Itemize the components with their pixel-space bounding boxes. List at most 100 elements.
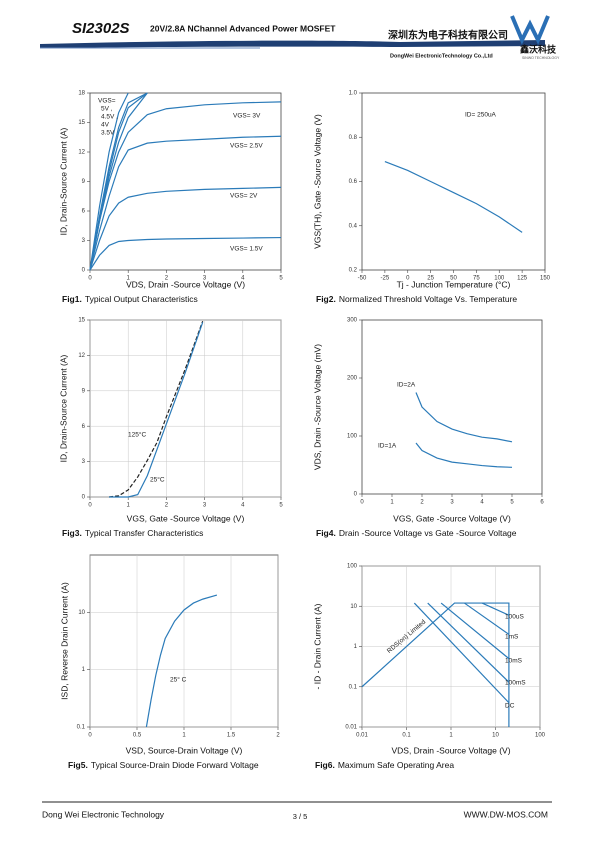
y-tick-label: 9 — [82, 179, 86, 185]
annotation: VGS= — [98, 98, 116, 105]
x-tick-label: 3 — [450, 500, 454, 506]
series-line — [89, 92, 148, 271]
series-line — [427, 602, 510, 683]
x-tick-label: 3 — [203, 276, 207, 282]
caption-text: Maximum Safe Operating Area — [338, 760, 454, 770]
series-label: VGS= 2V — [230, 193, 258, 200]
header-band — [40, 40, 545, 48]
series-label: 125°C — [128, 431, 146, 439]
x-tick-label: 5 — [279, 503, 283, 509]
series-label: 3.5V — [101, 130, 115, 137]
footer-right: WWW.DW-MOS.COM — [464, 809, 548, 819]
plot-area — [361, 319, 543, 495]
series-line — [145, 594, 218, 728]
series-label: VGS= 2.5V — [230, 143, 263, 150]
series-line — [109, 322, 204, 498]
x-tick-label: -50 — [358, 276, 367, 282]
x-tick-label: 125 — [517, 276, 528, 282]
caption-text: Drain -Source Voltage vs Gate -Source Vo… — [339, 528, 517, 538]
x-tick-label: 0 — [406, 276, 410, 282]
y-axis-label: ID, Drain-Source Current (A) — [58, 354, 68, 462]
x-tick-label: 1 — [127, 276, 131, 282]
plot-area — [361, 92, 546, 271]
logo-mark — [510, 15, 550, 45]
y-tick-label: 0.4 — [349, 223, 358, 229]
x-tick-label: 0 — [88, 276, 92, 282]
x-tick-label: 2 — [165, 503, 169, 509]
logo-en: SINWO TECHNOLOGY — [522, 56, 560, 60]
page-number: 3 / 5 — [293, 812, 308, 821]
y-tick-label: 10 — [78, 610, 85, 616]
x-tick-label: 6 — [540, 500, 544, 506]
figure-caption: Fig3. Typical Transfer Characteristics — [62, 528, 203, 538]
caption-number: Fig6. — [315, 760, 335, 770]
series-label: 4V — [101, 122, 110, 129]
series-label: 100uS — [505, 614, 524, 621]
caption-number: Fig5. — [68, 760, 88, 770]
y-tick-label: 12 — [78, 150, 85, 156]
series-line — [384, 161, 523, 233]
x-tick-label: 4 — [241, 276, 245, 282]
x-tick-label: 100 — [535, 733, 546, 739]
series-label: ID=1A — [378, 443, 397, 450]
figure-caption: Fig4. Drain -Source Voltage vs Gate -Sour… — [316, 528, 517, 538]
x-tick-label: 0.01 — [356, 733, 368, 739]
series-label: 10mS — [505, 658, 523, 665]
y-axis-label: - ID - Drain Current (A) — [312, 603, 322, 689]
series-line — [413, 602, 510, 704]
y-tick-label: 18 — [78, 91, 85, 97]
chart: 0 0.5 1 1.5 2 0.1 1 10 25° C VSD, Source-Drain Vo… — [59, 554, 280, 770]
x-tick-label: 1 — [127, 503, 131, 509]
footer-left: Dong Wei Electronic Technology — [42, 809, 165, 819]
series-line — [464, 602, 510, 635]
part-number: SI2302S — [72, 20, 130, 37]
caption-number: Fig3. — [62, 528, 82, 538]
y-tick-label: 3 — [82, 238, 86, 244]
part-subtitle: 20V/2.8A NChannel Advanced Power MOSFET — [150, 23, 336, 33]
x-axis-label: VSD, Source-Drain Voltage (V) — [126, 745, 243, 755]
y-tick-label: 0.01 — [345, 725, 357, 731]
figure-caption: Fig5. Typical Source-Drain Diode Forward … — [68, 760, 259, 770]
y-tick-label: 12 — [78, 353, 85, 359]
caption-number: Fig4. — [316, 528, 336, 538]
x-tick-label: 1 — [182, 733, 186, 739]
y-tick-label: 9 — [82, 388, 86, 394]
chart: 0 1 2 3 4 5 6 0 100 200 300 ID=2A ID=1A VGS, Gate -So… — [312, 318, 544, 539]
logo-cn: 鑫沃科技 — [519, 43, 557, 54]
y-tick-label: 15 — [78, 318, 85, 324]
x-tick-label: 2 — [165, 276, 169, 282]
x-tick-label: 75 — [473, 276, 480, 282]
series-label: DC — [505, 703, 515, 710]
series-label: VGS= 1.5V — [230, 246, 263, 253]
x-axis-label: VDS, Drain -Source Voltage (V) — [126, 279, 245, 289]
figure-caption: Fig6. Maximum Safe Operating Area — [315, 760, 454, 770]
y-tick-label: 200 — [347, 376, 358, 382]
series-label: 4.5V , — [101, 114, 118, 121]
series-label: VGS= 3V — [233, 113, 261, 120]
x-tick-label: 25 — [427, 276, 434, 282]
series-label: 100mS — [505, 680, 526, 687]
company-en: DongWei ElectronicTechnology Co.,Ltd — [390, 53, 493, 59]
y-tick-label: 10 — [350, 604, 357, 610]
x-tick-label: 2 — [276, 733, 280, 739]
series-line — [89, 186, 282, 271]
series-label: 25°C — [150, 476, 165, 484]
x-tick-label: 2 — [420, 500, 424, 506]
chart: -50 -25 0 25 50 75 100 125 150 0.2 0.4 0.6 0.8 1.0 ID=… — [312, 91, 550, 305]
series-label: 5V , — [101, 106, 113, 113]
series-line — [415, 392, 513, 443]
x-tick-label: 4 — [241, 503, 245, 509]
y-tick-label: 300 — [347, 318, 358, 324]
x-tick-label: 10 — [492, 733, 499, 739]
x-tick-label: 50 — [450, 276, 457, 282]
y-tick-label: 1 — [354, 644, 358, 650]
y-tick-label: 0 — [82, 268, 86, 274]
x-tick-label: 150 — [540, 276, 551, 282]
figure-caption: Fig2. Normalized Threshold Voltage Vs. Te… — [316, 294, 517, 304]
series-line — [89, 236, 282, 271]
